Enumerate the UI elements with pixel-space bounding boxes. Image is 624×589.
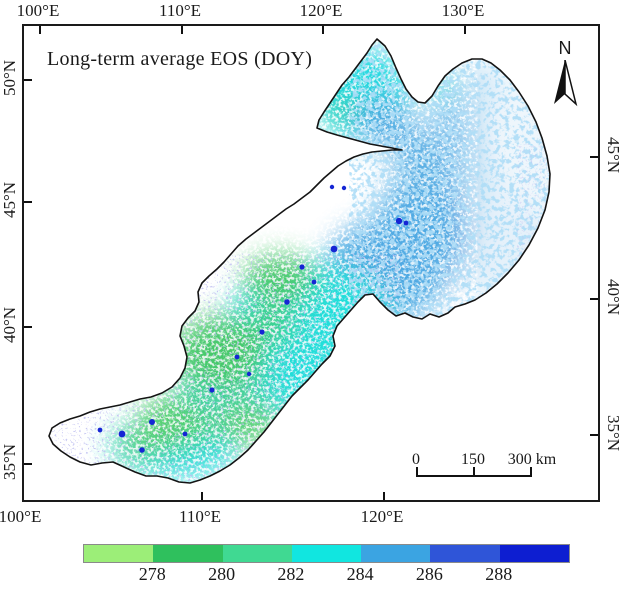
axis-tick-right (590, 434, 598, 436)
axis-label-bottom: 110°E (178, 507, 222, 526)
scalebar-tick-start (416, 467, 418, 477)
axis-label-right: 45°N (604, 136, 623, 174)
scalebar-label: 150 (461, 451, 485, 468)
axis-label-top: 130°E (441, 1, 485, 20)
axis-tick-left (24, 201, 32, 203)
north-arrow-icon (554, 60, 578, 107)
colorbar-segment (499, 545, 569, 562)
colorbar-segment (84, 545, 154, 562)
colorbar-segment (291, 545, 362, 562)
axis-tick-bottom (201, 492, 203, 500)
colorbar-tick-label: 286 (415, 564, 443, 584)
lake-dots (97, 184, 409, 453)
axis-label-right: 40°N (604, 278, 623, 316)
axis-label-right: 35°N (604, 414, 623, 452)
axis-tick-left (24, 326, 32, 328)
scalebar-tick-mid (473, 467, 475, 477)
axis-label-left: 35°N (0, 443, 19, 481)
axis-label-top: 110°E (158, 1, 202, 20)
north-label: N (558, 38, 572, 58)
axis-label-left: 45°N (0, 181, 19, 219)
axis-tick-top (181, 26, 183, 34)
axis-tick-top (464, 26, 466, 34)
colorbar-segment (361, 545, 431, 562)
colorbar-tick-label: 288 (485, 564, 513, 584)
axis-label-top: 120°E (299, 1, 343, 20)
colorbar-tick-label: 280 (208, 564, 236, 584)
scalebar-tick-end (530, 467, 532, 477)
colorbar-segment (222, 545, 292, 562)
axis-tick-bottom (383, 492, 385, 500)
axis-tick-right (590, 156, 598, 158)
axis-tick-right (590, 298, 598, 300)
axis-label-bottom: 120°E (360, 507, 404, 526)
axis-tick-top (322, 26, 324, 34)
axis-tick-top (39, 26, 41, 34)
axis-label-left: 50°N (0, 59, 19, 97)
colorbar (83, 544, 570, 563)
colorbar-tick-label: 282 (277, 564, 305, 584)
map-title: Long-term average EOS (DOY) (47, 48, 313, 70)
scalebar-label: 300 km (507, 451, 557, 468)
axis-label-left: 40°N (0, 306, 19, 344)
colorbar-tick-label: 278 (138, 564, 166, 584)
region-map (48, 38, 551, 484)
colorbar-segment (430, 545, 500, 562)
axis-label-top: 100°E (16, 1, 60, 20)
colorbar-segment (153, 545, 223, 562)
axis-tick-left (24, 463, 32, 465)
axis-tick-left (24, 79, 32, 81)
map-frame: Long-term average EOS (DOY) (22, 24, 600, 502)
axis-label-bottom: 100°E (0, 507, 42, 526)
colorbar-tick-label: 284 (346, 564, 374, 584)
scalebar-label: 0 (412, 451, 420, 468)
region-raster (49, 39, 550, 483)
